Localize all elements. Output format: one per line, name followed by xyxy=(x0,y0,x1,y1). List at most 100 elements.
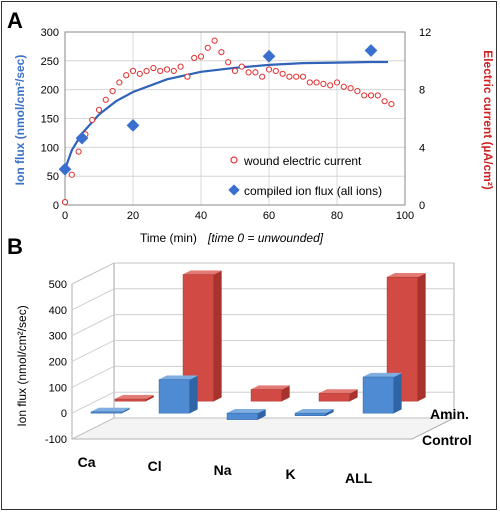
chart-b-y-axis-label: Ion flux (nmol/cm²/sec) xyxy=(15,305,29,426)
chart-a-electric-current-point xyxy=(150,64,157,72)
chart-a-y-tick-left: 50 xyxy=(47,171,59,183)
chart-a-electric-current-point xyxy=(204,44,211,51)
chart-a-electric-current-point xyxy=(231,67,239,75)
chart-b-bar-side xyxy=(213,270,222,402)
chart-b-category-label: ALL xyxy=(345,470,373,486)
chart-a-y-axis-label-right: Electric current (µA/cm²) xyxy=(481,50,495,190)
chart-b-gridline-side xyxy=(71,314,115,337)
legend-circle-marker xyxy=(230,156,238,164)
chart-b-bars xyxy=(90,270,426,421)
chart-a-electric-current-point xyxy=(374,92,381,99)
chart-a-ion-flux-point xyxy=(75,131,89,145)
chart-a-y-tick-right: 12 xyxy=(419,27,431,39)
chart-a-electric-current-point xyxy=(313,79,320,86)
chart-b-bar-front xyxy=(294,412,326,416)
legend-item-electric-current: wound electric current xyxy=(230,154,362,168)
chart-a-x-tick: 20 xyxy=(127,210,139,222)
chart-a-electric-current-point xyxy=(259,73,266,80)
chart-b-gridline-side xyxy=(71,340,115,362)
chart-a-y-tick-left: 100 xyxy=(41,142,59,154)
chart-b-category-label: Cl xyxy=(148,458,162,474)
chart-a-electric-current-point xyxy=(279,70,286,77)
chart-b-floor xyxy=(71,417,455,440)
chart-a-electric-current-point xyxy=(61,199,69,206)
legend-diamond-marker xyxy=(228,184,240,196)
chart-a-ion-flux-points xyxy=(58,44,378,176)
chart-a-y-tick-right: 4 xyxy=(419,142,425,154)
chart-b-y-tick: 100 xyxy=(49,382,67,394)
chart-b-y-tick: 300 xyxy=(49,331,67,343)
chart-a-electric-current-point xyxy=(388,100,395,108)
chart-a-electric-current-point xyxy=(225,59,232,66)
chart-a-electric-current-point xyxy=(252,69,259,76)
chart-a-electric-current-point xyxy=(211,37,218,44)
chart-a-ion-flux-point xyxy=(364,44,378,57)
chart-a-ion-flux-point xyxy=(58,162,72,176)
chart-b-bar-front xyxy=(318,393,350,402)
chart-a-x-axis-note: [time 0 = unwounded] xyxy=(207,231,324,245)
chart-a-y-tick-left: 250 xyxy=(41,56,59,68)
chart-b-series-labels: Amin. Control xyxy=(422,406,472,448)
chart-a-electric-current-point xyxy=(136,70,143,77)
chart-a-x-axis-label: Time (min) xyxy=(140,231,197,245)
chart-a-ion-flux-point xyxy=(262,49,276,63)
chart-b-bar-front xyxy=(362,376,394,414)
chart-a-fit-line-group xyxy=(63,60,388,170)
chart-a-electric-current-point xyxy=(116,79,123,86)
chart-a-electric-current-point xyxy=(367,92,375,99)
chart-a-electric-current-point xyxy=(129,67,137,75)
chart-a-electric-current-point xyxy=(177,63,184,70)
chart-a-electric-current-point xyxy=(89,116,96,124)
chart-a-ion-flux-point xyxy=(126,119,140,132)
chart-b-y-tick: 400 xyxy=(49,305,67,317)
chart-a-electric-current-point xyxy=(286,73,293,80)
chart-a-electric-current-point xyxy=(184,73,191,80)
chart-a-y-tick-right: 0 xyxy=(419,200,425,212)
chart-b-series-label-control: Control xyxy=(422,432,472,448)
chart-b-bar-front xyxy=(250,389,282,402)
chart-b-bar-front xyxy=(90,411,122,414)
chart-b-y-tick: 0 xyxy=(61,408,67,420)
chart-a-electric-current-point xyxy=(347,85,354,92)
chart-a-electric-current-point xyxy=(163,66,171,73)
chart-b-gridline-side xyxy=(71,365,115,388)
chart-b-series-label-amiloride: Amin. xyxy=(430,406,469,422)
chart-b-y-tick: 500 xyxy=(49,279,67,291)
chart-a-y-tick-right: 8 xyxy=(419,85,425,97)
chart-a-electric-current-point xyxy=(293,73,300,80)
chart-a-electric-current-point xyxy=(238,63,245,70)
chart-b-y-tick: -100 xyxy=(45,434,67,446)
panel-a-label: A xyxy=(7,8,23,33)
chart-b-category-label: Ca xyxy=(78,454,96,470)
chart-a: 0 50 100 150 200 250 300 0 4 8 12 0 20 40 60 80 100 Time… xyxy=(13,27,495,245)
chart-a-electric-current-point xyxy=(95,106,103,113)
chart-b-bar-side xyxy=(393,372,402,414)
chart-b-gridline-side xyxy=(71,288,115,311)
chart-a-y-tick-left: 200 xyxy=(41,85,59,97)
chart-a-electric-current-point xyxy=(197,53,205,60)
legend-item-ion-flux: compiled ion flux (all ions) xyxy=(228,184,382,198)
chart-a-electric-current-point xyxy=(218,49,225,56)
chart-a-y-tick-left: 300 xyxy=(41,27,59,39)
chart-a-electric-current-point xyxy=(320,80,327,88)
chart-a-electric-current-point xyxy=(333,79,341,86)
chart-a-electric-current-point xyxy=(299,73,307,80)
chart-a-electric-current-point xyxy=(157,67,164,75)
chart-b-gridline-side xyxy=(71,391,115,414)
chart-a-tick-labels: 0 50 100 150 200 250 300 0 4 8 12 0 20 40 60 80 100 xyxy=(41,27,432,222)
chart-a-y-tick-left: 150 xyxy=(41,114,59,126)
chart-a-gridlines xyxy=(64,31,406,206)
chart-a-electric-current-point xyxy=(170,67,177,75)
chart-a-fit-line xyxy=(63,60,388,170)
chart-a-electric-current-points xyxy=(61,37,395,206)
legend-label-electric-current: wound electric current xyxy=(243,154,362,168)
chart-a-legend: wound electric current compiled ion flux… xyxy=(228,154,382,198)
chart-a-electric-current-point xyxy=(306,79,313,86)
chart-a-electric-current-point xyxy=(381,98,388,105)
chart-a-electric-current-point xyxy=(75,148,82,155)
chart-a-electric-current-point xyxy=(191,54,198,62)
chart-a-y-tick-left: 0 xyxy=(53,200,59,212)
chart-a-x-tick: 60 xyxy=(263,210,275,222)
